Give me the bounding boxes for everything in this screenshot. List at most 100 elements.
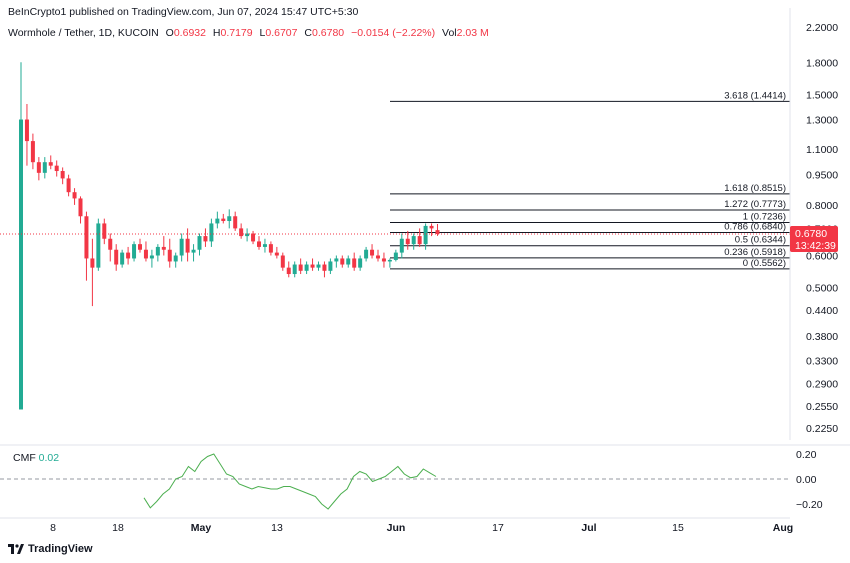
last-price-tag-bg	[790, 226, 838, 253]
publish-attribution: BeInCrypto1 published on TradingView.com…	[8, 6, 359, 18]
candle-body	[429, 225, 434, 229]
candle-body	[245, 233, 250, 237]
candle-body	[132, 244, 137, 259]
fib-retracement-group[interactable]: 3.618 (1.4414) 1.618 (0.8515) 1.272 (0.777…	[390, 90, 790, 270]
price-tick-label: 1.1000	[806, 144, 838, 156]
cmf-tick-label: −0.20	[796, 499, 823, 511]
candle-body	[126, 252, 131, 259]
candle-body	[78, 198, 83, 217]
candle-body	[257, 241, 261, 247]
fib-level-label: 0.236 (0.5918)	[724, 247, 786, 258]
candle-body	[340, 258, 345, 265]
price-axis[interactable]: 2.2000 1.8000 1.5000 1.3000 1.1000 0.9500 0.80…	[789, 8, 838, 440]
low-label: L	[259, 27, 266, 39]
fib-level-label: 0 (0.5562)	[743, 258, 786, 269]
candle-body	[334, 258, 339, 262]
close-label: C	[304, 27, 313, 39]
candle-body	[239, 228, 244, 237]
candle-body	[197, 236, 202, 250]
price-tick-label: 0.4400	[806, 305, 838, 317]
candle-body	[138, 244, 142, 250]
candle-body	[227, 216, 232, 222]
high-value: 0.7179	[220, 27, 253, 39]
volume-label: Vol	[442, 27, 457, 39]
price-tick-label: 1.8000	[806, 57, 838, 69]
candle-body	[48, 162, 53, 166]
time-tick-label: 13	[271, 522, 283, 534]
symbol-name[interactable]: Wormhole / Tether, 1D, KUCOIN	[8, 27, 159, 39]
price-tick-label: 0.9500	[806, 170, 838, 182]
candle-body	[185, 238, 190, 253]
candle-body	[405, 238, 410, 245]
candles-group	[0, 62, 790, 410]
last-price-countdown: 13:42:39	[795, 240, 836, 252]
tradingview-logo-icon	[8, 544, 24, 554]
candle-body	[173, 255, 178, 262]
candle-body	[84, 216, 89, 259]
candle-body	[221, 218, 226, 222]
candle-body	[143, 249, 148, 259]
candle-body	[120, 252, 125, 265]
fib-level-label: 0.786 (0.6840)	[724, 221, 786, 232]
open-value: 0.6932	[173, 27, 206, 39]
volume-value: 2.03 M	[456, 27, 489, 39]
cmf-pane[interactable]: 0.20 0.00 −0.20	[0, 444, 850, 511]
time-tick-label: 18	[112, 522, 124, 534]
candle-body	[304, 264, 309, 271]
time-axis[interactable]: 8 18 May 13 Jun 17 Jul 15 Aug	[0, 517, 793, 534]
candle-body	[435, 230, 440, 235]
open-label: O	[165, 27, 174, 39]
candle-body	[280, 255, 285, 268]
candle-body	[310, 264, 315, 268]
candle-body	[96, 223, 101, 268]
candle-body	[54, 165, 59, 172]
candle-body	[298, 264, 303, 271]
candle-body	[328, 261, 333, 271]
fib-level-label: 1.272 (0.7773)	[724, 199, 786, 210]
candle-body	[381, 258, 386, 262]
candle-body	[286, 267, 291, 275]
fib-level-label: 1.618 (0.8515)	[724, 183, 786, 194]
time-tick-label: 15	[672, 522, 684, 534]
low-value: 0.6707	[265, 27, 298, 39]
price-tick-label: 0.3800	[806, 331, 838, 343]
candle-body	[387, 259, 392, 262]
time-tick-label: Jul	[581, 522, 596, 534]
last-price-tag-value: 0.6780	[795, 228, 827, 240]
time-tick-label: Aug	[773, 522, 793, 534]
candle-body	[393, 252, 398, 260]
cmf-tick-label: 0.20	[796, 449, 817, 461]
price-tick-label: 1.5000	[806, 89, 838, 101]
candle-body	[90, 258, 95, 268]
cmf-label-text: CMF	[13, 452, 36, 464]
candle-body	[346, 258, 351, 265]
candle-body	[274, 252, 279, 256]
candle-body	[292, 264, 297, 275]
candle-body	[233, 216, 238, 229]
candle-body	[423, 225, 428, 245]
candle-body	[376, 255, 380, 259]
tradingview-logo[interactable]: TradingView	[8, 543, 93, 555]
time-tick-label: 8	[50, 522, 56, 534]
price-tick-label: 1.3000	[806, 115, 838, 127]
symbol-legend: Wormhole / Tether, 1D, KUCOIN O0.6932 H0…	[8, 27, 489, 39]
time-tick-label: Jun	[387, 522, 406, 534]
candle-body	[251, 233, 256, 242]
cmf-tick-label: 0.00	[796, 474, 817, 486]
candle-body	[102, 223, 107, 239]
time-tick-label: May	[191, 522, 212, 534]
candle-body	[268, 244, 273, 253]
candle-body	[316, 264, 321, 268]
cmf-legend: CMF 0.02	[13, 452, 59, 464]
candle-body	[358, 258, 363, 268]
candle-body	[262, 244, 267, 247]
candle-body	[108, 238, 113, 250]
price-tick-label: 2.2000	[806, 22, 838, 34]
price-tick-label: 0.2250	[806, 423, 838, 435]
candle-body	[322, 264, 327, 271]
candle-body	[179, 238, 184, 256]
candle-body	[215, 218, 220, 224]
candle-body	[370, 249, 375, 256]
